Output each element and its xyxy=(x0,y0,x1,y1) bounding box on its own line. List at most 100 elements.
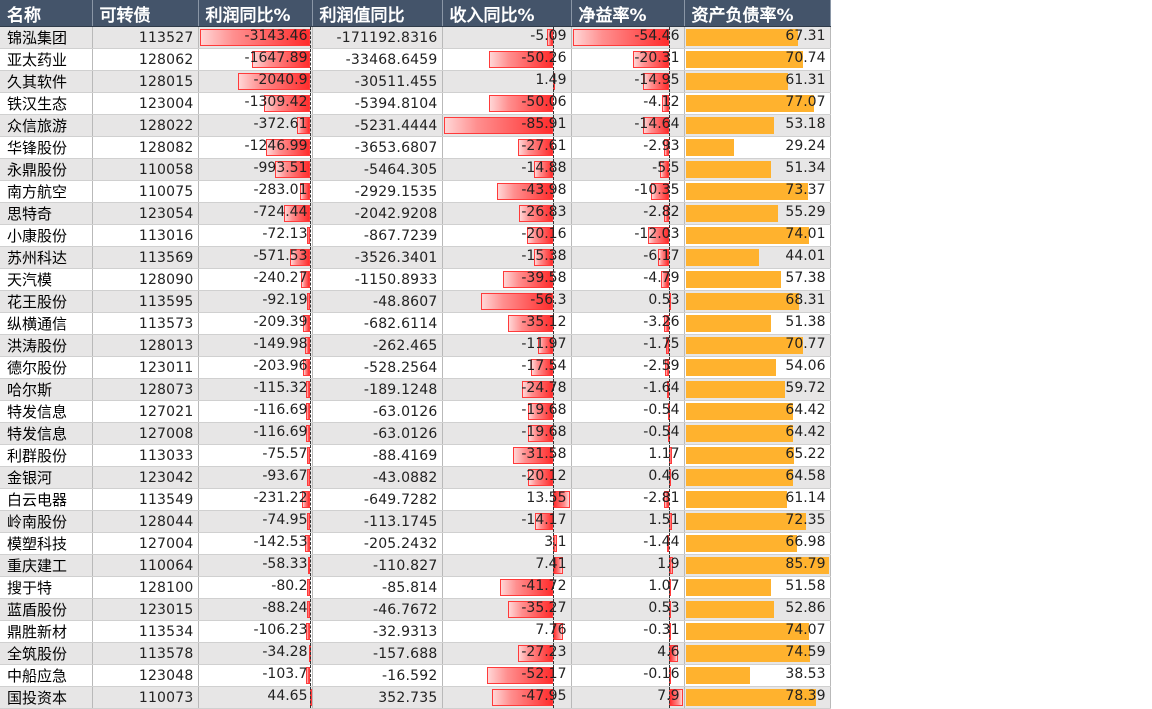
cell-debt-ratio[interactable]: 57.38 xyxy=(684,268,831,291)
cell-name[interactable]: 铁汉生态 xyxy=(0,92,93,115)
cell-bond-code[interactable]: 113595 xyxy=(92,290,199,313)
cell-debt-ratio[interactable]: 54.06 xyxy=(684,356,831,379)
cell-name[interactable]: 国投资本 xyxy=(0,686,93,709)
cell-revenue-yoy[interactable]: -15.38 xyxy=(442,246,572,269)
cell-roe[interactable]: -1.44 xyxy=(571,532,685,555)
cell-profit-yoy[interactable]: -571.53 xyxy=(198,246,313,269)
cell-revenue-yoy[interactable]: -20.12 xyxy=(442,466,572,489)
cell-profit-yoy[interactable]: -372.61 xyxy=(198,114,313,137)
cell-roe[interactable]: -14.95 xyxy=(571,70,685,93)
cell-bond-code[interactable]: 110058 xyxy=(92,158,199,181)
cell-bond-code[interactable]: 123042 xyxy=(92,466,199,489)
cell-profit-yoy[interactable]: -80.2 xyxy=(198,576,313,599)
cell-revenue-yoy[interactable]: 3.1 xyxy=(442,532,572,555)
cell-profit-value[interactable]: -2929.1535 xyxy=(312,180,443,203)
cell-roe[interactable]: -2.93 xyxy=(571,136,685,159)
cell-debt-ratio[interactable]: 70.77 xyxy=(684,334,831,357)
header-name[interactable]: 名称 xyxy=(0,0,93,27)
cell-roe[interactable]: -5.5 xyxy=(571,158,685,181)
cell-name[interactable]: 锦泓集团 xyxy=(0,26,93,49)
cell-profit-yoy[interactable]: 44.65 xyxy=(198,686,313,709)
cell-debt-ratio[interactable]: 52.86 xyxy=(684,598,831,621)
cell-name[interactable]: 华锋股份 xyxy=(0,136,93,159)
cell-bond-code[interactable]: 128013 xyxy=(92,334,199,357)
cell-revenue-yoy[interactable]: -35.27 xyxy=(442,598,572,621)
cell-bond-code[interactable]: 123048 xyxy=(92,664,199,687)
cell-revenue-yoy[interactable]: -20.16 xyxy=(442,224,572,247)
cell-revenue-yoy[interactable]: -17.54 xyxy=(442,356,572,379)
cell-bond-code[interactable]: 113569 xyxy=(92,246,199,269)
cell-profit-yoy[interactable]: -88.24 xyxy=(198,598,313,621)
cell-bond-code[interactable]: 128090 xyxy=(92,268,199,291)
cell-revenue-yoy[interactable]: -31.58 xyxy=(442,444,572,467)
cell-revenue-yoy[interactable]: 1.49 xyxy=(442,70,572,93)
cell-bond-code[interactable]: 110064 xyxy=(92,554,199,577)
cell-name[interactable]: 岭南股份 xyxy=(0,510,93,533)
cell-debt-ratio[interactable]: 74.59 xyxy=(684,642,831,665)
cell-roe[interactable]: -12.03 xyxy=(571,224,685,247)
cell-name[interactable]: 纵横通信 xyxy=(0,312,93,335)
cell-profit-value[interactable]: -528.2564 xyxy=(312,356,443,379)
cell-debt-ratio[interactable]: 51.38 xyxy=(684,312,831,335)
cell-roe[interactable]: -2.59 xyxy=(571,356,685,379)
cell-name[interactable]: 中船应急 xyxy=(0,664,93,687)
cell-revenue-yoy[interactable]: -39.58 xyxy=(442,268,572,291)
cell-name[interactable]: 小康股份 xyxy=(0,224,93,247)
cell-profit-value[interactable]: 352.735 xyxy=(312,686,443,709)
cell-roe[interactable]: 1.17 xyxy=(571,444,685,467)
cell-debt-ratio[interactable]: 55.29 xyxy=(684,202,831,225)
cell-profit-value[interactable]: -189.1248 xyxy=(312,378,443,401)
cell-profit-yoy[interactable]: -93.67 xyxy=(198,466,313,489)
cell-revenue-yoy[interactable]: -50.06 xyxy=(442,92,572,115)
cell-bond-code[interactable]: 123015 xyxy=(92,598,199,621)
cell-name[interactable]: 花王股份 xyxy=(0,290,93,313)
cell-roe[interactable]: -1.75 xyxy=(571,334,685,357)
cell-revenue-yoy[interactable]: -5.09 xyxy=(442,26,572,49)
cell-debt-ratio[interactable]: 74.01 xyxy=(684,224,831,247)
cell-profit-yoy[interactable]: -142.53 xyxy=(198,532,313,555)
cell-revenue-yoy[interactable]: -41.72 xyxy=(442,576,572,599)
cell-revenue-yoy[interactable]: 7.41 xyxy=(442,554,572,577)
cell-profit-value[interactable]: -43.0882 xyxy=(312,466,443,489)
cell-name[interactable]: 金银河 xyxy=(0,466,93,489)
cell-roe[interactable]: -0.31 xyxy=(571,620,685,643)
cell-roe[interactable]: 1.9 xyxy=(571,554,685,577)
header-profit-yoy[interactable]: 利润同比% xyxy=(198,0,313,27)
cell-bond-code[interactable]: 127021 xyxy=(92,400,199,423)
cell-revenue-yoy[interactable]: -85.91 xyxy=(442,114,572,137)
cell-profit-value[interactable]: -32.9313 xyxy=(312,620,443,643)
cell-roe[interactable]: -14.64 xyxy=(571,114,685,137)
cell-roe[interactable]: -2.81 xyxy=(571,488,685,511)
cell-debt-ratio[interactable]: 68.31 xyxy=(684,290,831,313)
cell-roe[interactable]: -20.31 xyxy=(571,48,685,71)
cell-profit-yoy[interactable]: -92.19 xyxy=(198,290,313,313)
cell-bond-code[interactable]: 128100 xyxy=(92,576,199,599)
cell-bond-code[interactable]: 128015 xyxy=(92,70,199,93)
cell-debt-ratio[interactable]: 61.14 xyxy=(684,488,831,511)
cell-bond-code[interactable]: 113573 xyxy=(92,312,199,335)
cell-revenue-yoy[interactable]: -43.98 xyxy=(442,180,572,203)
cell-debt-ratio[interactable]: 59.72 xyxy=(684,378,831,401)
cell-debt-ratio[interactable]: 85.79 xyxy=(684,554,831,577)
cell-profit-value[interactable]: -33468.6459 xyxy=(312,48,443,71)
cell-profit-value[interactable]: -3526.3401 xyxy=(312,246,443,269)
cell-revenue-yoy[interactable]: -56.3 xyxy=(442,290,572,313)
cell-debt-ratio[interactable]: 64.42 xyxy=(684,400,831,423)
cell-roe[interactable]: -3.26 xyxy=(571,312,685,335)
cell-bond-code[interactable]: 128082 xyxy=(92,136,199,159)
cell-profit-yoy[interactable]: -3143.46 xyxy=(198,26,313,49)
cell-debt-ratio[interactable]: 72.35 xyxy=(684,510,831,533)
cell-debt-ratio[interactable]: 51.34 xyxy=(684,158,831,181)
cell-profit-value[interactable]: -113.1745 xyxy=(312,510,443,533)
cell-roe[interactable]: -2.82 xyxy=(571,202,685,225)
cell-debt-ratio[interactable]: 29.24 xyxy=(684,136,831,159)
cell-name[interactable]: 白云电器 xyxy=(0,488,93,511)
cell-revenue-yoy[interactable]: -26.83 xyxy=(442,202,572,225)
cell-profit-value[interactable]: -46.7672 xyxy=(312,598,443,621)
cell-name[interactable]: 亚太药业 xyxy=(0,48,93,71)
cell-roe[interactable]: -10.35 xyxy=(571,180,685,203)
cell-name[interactable]: 模塑科技 xyxy=(0,532,93,555)
cell-profit-yoy[interactable]: -116.69 xyxy=(198,422,313,445)
cell-roe[interactable]: -0.16 xyxy=(571,664,685,687)
cell-profit-value[interactable]: -48.8607 xyxy=(312,290,443,313)
